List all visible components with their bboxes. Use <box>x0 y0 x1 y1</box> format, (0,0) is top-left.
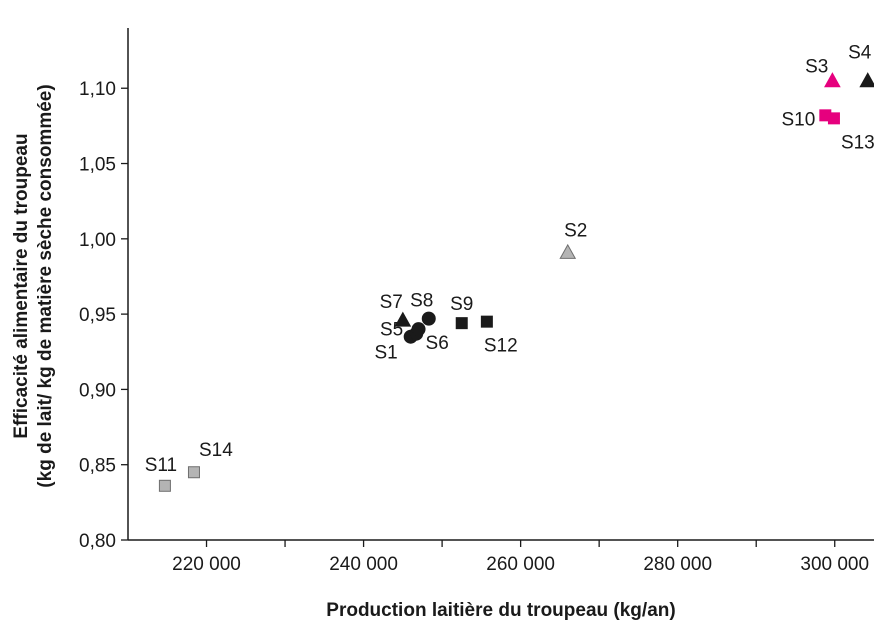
point-s11 <box>158 479 171 492</box>
x-axis-title: Production laitière du troupeau (kg/an) <box>326 600 675 621</box>
y-ticks: 0,80 0,85 0,90 0,95 1,00 1,05 1,10 <box>79 79 128 552</box>
point-label-s1: S1 <box>374 343 397 364</box>
point-s13 <box>827 112 840 125</box>
x-ticks: 220 000 240 000 260 000 280 000 300 000 <box>172 540 869 575</box>
y-tick-label: 0,85 <box>79 456 116 477</box>
x-tick-label: 280 000 <box>643 554 712 575</box>
point-label-s7: S7 <box>380 292 403 313</box>
point-label-s13: S13 <box>841 132 874 153</box>
y-tick-label: 1,05 <box>79 155 116 176</box>
point-label-s11: S11 <box>145 455 177 476</box>
point-s6 <box>411 322 426 337</box>
point-s4 <box>859 72 874 88</box>
point-s2 <box>559 243 577 259</box>
point-label-s6: S6 <box>426 333 449 354</box>
point-label-s9: S9 <box>450 294 473 315</box>
data-points <box>158 72 874 492</box>
y-tick-label: 0,95 <box>79 305 116 326</box>
x-tick-label: 260 000 <box>486 554 555 575</box>
point-s12 <box>480 315 493 328</box>
point-label-s4: S4 <box>848 43 872 64</box>
point-label-s12: S12 <box>484 336 518 357</box>
x-tick-label: 300 000 <box>800 554 869 575</box>
point-s8 <box>421 311 436 326</box>
point-s3 <box>824 72 841 88</box>
point-s9 <box>455 317 468 330</box>
x-tick-label: 240 000 <box>329 554 398 575</box>
y-axis-title-line2: (kg de lait/ kg de matière sèche consomm… <box>35 84 56 487</box>
point-labels: S1 S2 S3 S4 S5 S6 S7 S8 S9 S10 S11 S12 S13 S14 <box>145 43 874 476</box>
y-tick-label: 0,90 <box>79 380 116 401</box>
point-s14 <box>187 466 200 479</box>
y-tick-label: 1,10 <box>79 79 116 100</box>
y-tick-label: 1,00 <box>79 230 116 251</box>
point-label-s8: S8 <box>410 291 433 312</box>
point-label-s3: S3 <box>805 57 828 78</box>
axes <box>127 28 874 541</box>
point-label-s2: S2 <box>564 220 587 241</box>
x-tick-label: 220 000 <box>172 554 241 575</box>
point-s7 <box>394 311 412 327</box>
point-label-s5: S5 <box>380 320 403 341</box>
y-tick-label: 0,80 <box>79 531 116 552</box>
point-label-s14: S14 <box>199 440 233 461</box>
point-label-s10: S10 <box>782 109 816 130</box>
y-axis-title-line1: Efficacité alimentaire du troupeau <box>11 133 32 438</box>
